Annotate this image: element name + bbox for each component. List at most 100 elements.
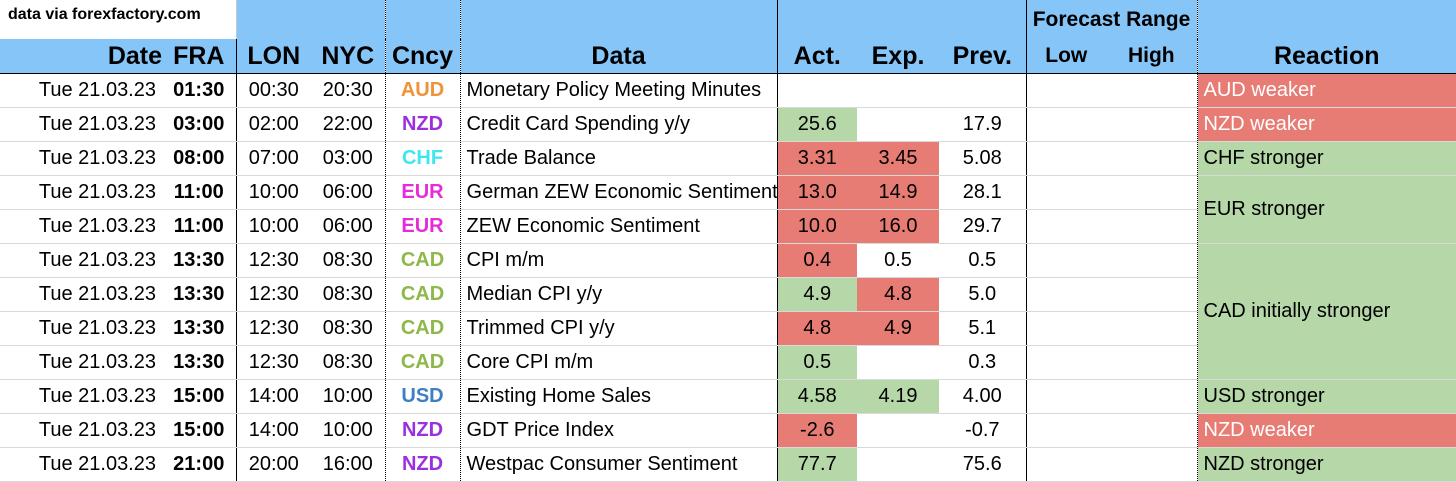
- forecast-high-cell: [1106, 141, 1198, 176]
- forecast-low-cell: [1025, 73, 1107, 108]
- lon-time-cell: 02:00: [235, 107, 312, 142]
- expected-cell: 0.5: [857, 243, 940, 278]
- date-cell: Tue 21.03.23: [0, 379, 162, 414]
- forecast-high-cell: [1106, 413, 1198, 448]
- previous-cell: 4.00: [939, 379, 1027, 414]
- lon-time-cell: 12:30: [235, 277, 312, 312]
- data-name-cell: Monetary Policy Meeting Minutes: [459, 73, 778, 108]
- table-row: Tue 21.03.23 15:00 14:00 10:00 NZD GDT P…: [0, 413, 1456, 448]
- header-high: High: [1106, 39, 1198, 74]
- date-cell: Tue 21.03.23: [0, 447, 162, 482]
- nyc-time-cell: 10:00: [311, 413, 386, 448]
- expected-cell: [857, 73, 940, 108]
- fra-time-cell: 03:00: [162, 107, 237, 142]
- previous-cell: 29.7: [939, 209, 1027, 244]
- fra-time-cell: 13:30: [162, 345, 237, 380]
- currency-cell: USD: [384, 379, 461, 414]
- data-name-cell: Trade Balance: [459, 141, 778, 176]
- expected-cell: 16.0: [857, 209, 940, 244]
- expected-cell: 3.45: [857, 141, 940, 176]
- table-row: Tue 21.03.23 11:00 10:00 06:00 EUR Germa…: [0, 175, 1456, 244]
- nyc-time-cell: 08:30: [311, 345, 386, 380]
- header-nyc: NYC: [311, 39, 386, 74]
- expected-cell: 4.19: [857, 379, 940, 414]
- nyc-time-cell: 08:30: [311, 243, 386, 278]
- nyc-time-cell: 16:00: [311, 447, 386, 482]
- actual-cell: 4.9: [776, 277, 858, 312]
- previous-cell: [939, 73, 1027, 108]
- date-cell: Tue 21.03.23: [0, 73, 162, 108]
- date-cell: Tue 21.03.23: [0, 277, 162, 312]
- header-date: Date: [0, 39, 162, 74]
- nyc-time-cell: 08:30: [311, 311, 386, 346]
- header-exp: Exp.: [857, 39, 940, 74]
- header-forecast-range: Forecast Range: [1025, 0, 1198, 39]
- forecast-low-cell: [1025, 447, 1107, 482]
- currency-cell: CAD: [384, 277, 461, 312]
- lon-time-cell: 07:00: [235, 141, 312, 176]
- forecast-low-cell: [1025, 413, 1107, 448]
- currency-cell: CHF: [384, 141, 461, 176]
- fra-time-cell: 21:00: [162, 447, 237, 482]
- table-row: Tue 21.03.23 13:30 12:30 08:30 CAD CPI m…: [0, 243, 1456, 380]
- nyc-time-cell: 22:00: [311, 107, 386, 142]
- forecast-high-cell: [1106, 311, 1198, 346]
- fra-time-cell: 11:00: [162, 175, 237, 210]
- actual-cell: 25.6: [776, 107, 858, 142]
- reaction-cell: NZD stronger: [1196, 447, 1456, 482]
- forecast-low-cell: [1025, 243, 1107, 278]
- fra-time-cell: 01:30: [162, 73, 237, 108]
- lon-time-cell: 10:00: [235, 209, 312, 244]
- reaction-cell: USD stronger: [1196, 379, 1456, 414]
- forecast-low-cell: [1025, 277, 1107, 312]
- previous-cell: 17.9: [939, 107, 1027, 142]
- table-row: Tue 21.03.23 15:00 14:00 10:00 USD Exist…: [0, 379, 1456, 414]
- lon-time-cell: 12:30: [235, 311, 312, 346]
- date-cell: Tue 21.03.23: [0, 311, 162, 346]
- table-row: Tue 21.03.23 13:30 12:30 08:30 CAD Media…: [0, 277, 1456, 312]
- nyc-time-cell: 20:30: [311, 73, 386, 108]
- table-row: Tue 21.03.23 13:30 12:30 08:30 CAD Trimm…: [0, 311, 1456, 346]
- actual-cell: 0.4: [776, 243, 858, 278]
- header-low: Low: [1025, 39, 1107, 74]
- date-cell: Tue 21.03.23: [0, 345, 162, 380]
- forecast-low-cell: [1025, 379, 1107, 414]
- fra-time-cell: 13:30: [162, 311, 237, 346]
- currency-cell: EUR: [384, 175, 461, 210]
- currency-cell: NZD: [384, 447, 461, 482]
- data-name-cell: GDT Price Index: [459, 413, 778, 448]
- reaction-cell: CAD initially stronger: [1196, 243, 1456, 380]
- actual-cell: 0.5: [776, 345, 858, 380]
- table-row: Tue 21.03.23 11:00 10:00 06:00 EUR ZEW E…: [0, 209, 1456, 244]
- currency-cell: NZD: [384, 107, 461, 142]
- forecast-high-cell: [1106, 345, 1198, 380]
- lon-time-cell: 12:30: [235, 345, 312, 380]
- data-name-cell: CPI m/m: [459, 243, 778, 278]
- table-row: Tue 21.03.23 03:00 02:00 22:00 NZD Credi…: [0, 107, 1456, 142]
- data-name-cell: ZEW Economic Sentiment: [459, 209, 778, 244]
- reaction-cell: CHF stronger: [1196, 141, 1456, 176]
- forecast-high-cell: [1106, 175, 1198, 210]
- actual-cell: 3.31: [776, 141, 858, 176]
- reaction-cell: AUD weaker: [1196, 73, 1456, 108]
- data-name-cell: German ZEW Economic Sentiment: [459, 175, 778, 210]
- nyc-time-cell: 08:30: [311, 277, 386, 312]
- previous-cell: 0.3: [939, 345, 1027, 380]
- source-note: data via forexfactory.com: [0, 0, 237, 39]
- expected-cell: 4.8: [857, 277, 940, 312]
- expected-cell: [857, 345, 940, 380]
- reaction-cell: NZD weaker: [1196, 413, 1456, 448]
- lon-time-cell: 00:30: [235, 73, 312, 108]
- date-cell: Tue 21.03.23: [0, 413, 162, 448]
- fra-time-cell: 15:00: [162, 413, 237, 448]
- actual-cell: 10.0: [776, 209, 858, 244]
- expected-cell: 14.9: [857, 175, 940, 210]
- currency-cell: EUR: [384, 209, 461, 244]
- expected-cell: [857, 447, 940, 482]
- previous-cell: -0.7: [939, 413, 1027, 448]
- previous-cell: 28.1: [939, 175, 1027, 210]
- forecast-high-cell: [1106, 447, 1198, 482]
- lon-time-cell: 14:00: [235, 413, 312, 448]
- actual-cell: -2.6: [776, 413, 858, 448]
